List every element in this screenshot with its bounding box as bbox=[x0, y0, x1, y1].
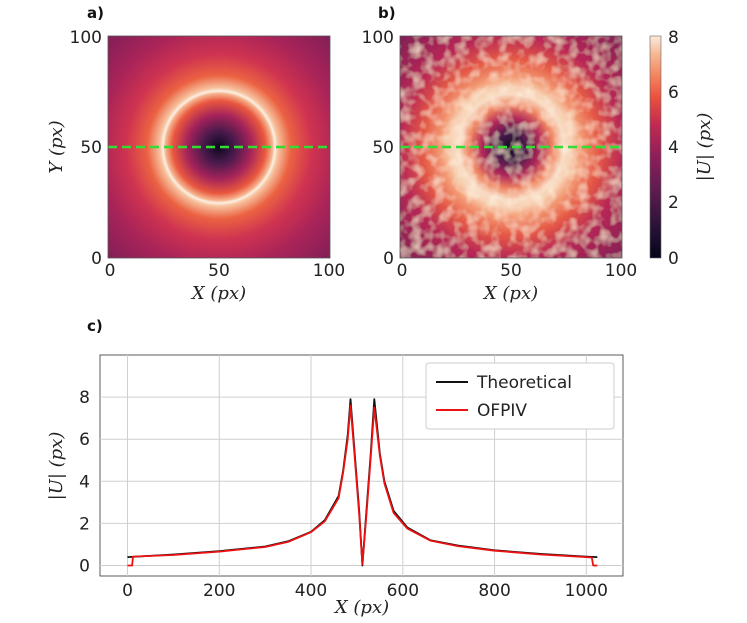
heatmap-b-ytick-0: 0 bbox=[383, 249, 394, 269]
heatmap-b-xtick-50: 50 bbox=[500, 261, 522, 281]
colorbar-tick-4: 4 bbox=[668, 138, 679, 158]
colorbar-tick-0: 0 bbox=[668, 249, 679, 269]
legend: Theoretical OFPIV bbox=[425, 362, 615, 430]
legend-theoretical-label: Theoretical bbox=[476, 373, 572, 393]
line-chart-ytick-8: 8 bbox=[79, 388, 90, 408]
line-chart-xtick-800: 800 bbox=[478, 581, 510, 601]
heatmap-a-frame bbox=[107, 35, 331, 259]
legend-box bbox=[425, 362, 615, 430]
colorbar-gradient bbox=[649, 35, 662, 259]
heatmap-a: 100 50 0 0 50 100 X (px) Y (px) bbox=[46, 28, 345, 304]
line-chart-xlabel: X (px) bbox=[333, 597, 389, 618]
heatmap-b-xtick-0: 0 bbox=[397, 261, 408, 281]
heatmap-a-xlabel: X (px) bbox=[190, 283, 246, 304]
line-chart-ytick-2: 2 bbox=[79, 514, 90, 534]
heatmap-b-ytick-50: 50 bbox=[372, 138, 394, 158]
heatmap-b-xtick-100: 100 bbox=[605, 261, 637, 281]
panel-b-label: b) bbox=[378, 4, 396, 22]
line-chart-ytick-4: 4 bbox=[79, 472, 90, 492]
colorbar: 8 6 4 2 0 |U| (px) bbox=[649, 28, 715, 269]
heatmap-b: 100 50 0 0 50 100 X (px) bbox=[362, 28, 638, 304]
line-chart-xtick-0: 0 bbox=[122, 581, 133, 601]
line-chart-xtick-400: 400 bbox=[295, 581, 327, 601]
line-chart-grid bbox=[100, 355, 623, 576]
line-chart-xtick-600: 600 bbox=[387, 581, 419, 601]
heatmap-a-xtick-0: 0 bbox=[105, 261, 116, 281]
line-chart-ylabel: |U| (px) bbox=[46, 432, 67, 501]
line-chart-xtick-1000: 1000 bbox=[565, 581, 608, 601]
series-line-ofpiv bbox=[127, 404, 598, 567]
heatmap-b-ytick-100: 100 bbox=[362, 28, 394, 48]
heatmap-b-frame bbox=[399, 35, 623, 259]
colorbar-tick-2: 2 bbox=[668, 193, 679, 213]
heatmap-a-ylabel: Y (px) bbox=[46, 120, 67, 173]
colorbar-tick-8: 8 bbox=[668, 28, 679, 48]
panel-c-label: c) bbox=[87, 317, 103, 335]
heatmap-a-xtick-50: 50 bbox=[208, 261, 230, 281]
legend-ofpiv-label: OFPIV bbox=[477, 401, 527, 421]
heatmap-a-ytick-0: 0 bbox=[91, 249, 102, 269]
line-chart-ytick-6: 6 bbox=[79, 430, 90, 450]
colorbar-tick-6: 6 bbox=[668, 83, 679, 103]
heatmap-a-ytick-50: 50 bbox=[80, 138, 102, 158]
heatmap-a-xtick-100: 100 bbox=[313, 261, 345, 281]
line-chart-xtick-200: 200 bbox=[203, 581, 235, 601]
line-chart-yticks: 0 2 4 6 8 bbox=[79, 388, 90, 576]
line-chart-xticks: 0 200 400 600 800 1000 bbox=[122, 581, 608, 601]
panel-a-label: a) bbox=[87, 4, 104, 22]
heatmap-a-ytick-100: 100 bbox=[70, 28, 102, 48]
colorbar-label: |U| (px) bbox=[694, 113, 715, 182]
line-chart-ytick-0: 0 bbox=[79, 556, 90, 576]
line-chart-series bbox=[127, 398, 598, 567]
heatmap-b-xlabel: X (px) bbox=[482, 283, 538, 304]
